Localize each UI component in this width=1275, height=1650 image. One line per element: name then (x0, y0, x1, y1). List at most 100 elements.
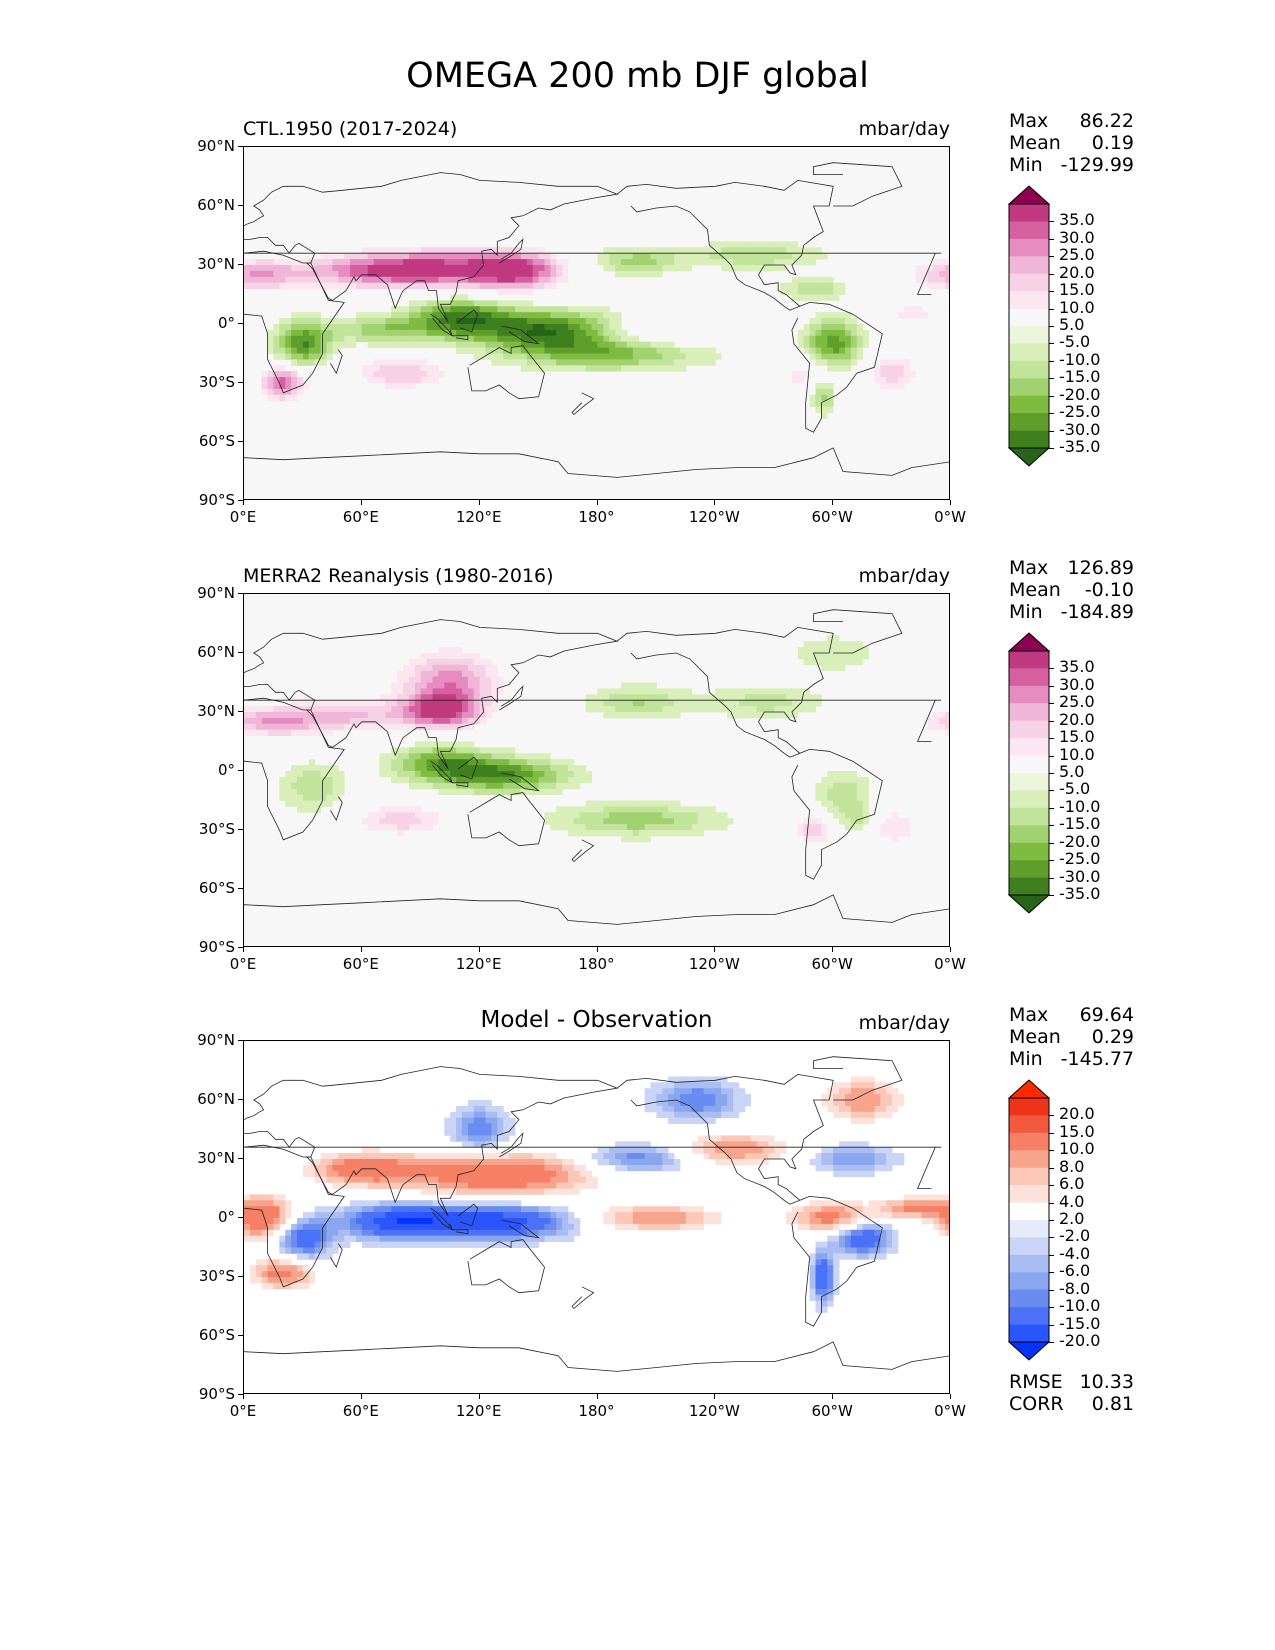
field-cell (738, 1100, 746, 1107)
field-cell (791, 688, 799, 695)
field-cell (244, 276, 251, 284)
field-cell (267, 394, 274, 402)
field-cell (473, 1111, 481, 1119)
field-cell (862, 1117, 869, 1124)
field-cell (809, 1223, 816, 1231)
field-cell (338, 259, 345, 266)
field-cell (391, 812, 398, 819)
field-cell (414, 1229, 422, 1237)
field-cell (367, 1218, 375, 1225)
field-cell (367, 723, 375, 731)
field-cell (662, 694, 669, 701)
field-cell (473, 1218, 481, 1225)
field-cell (391, 771, 398, 778)
field-cell (332, 700, 339, 707)
field-cell (291, 383, 298, 390)
field-cell (244, 1200, 251, 1207)
field-cell (397, 1176, 404, 1183)
field-cell (515, 1235, 522, 1242)
field-cell (550, 318, 557, 325)
field-cell (862, 1147, 869, 1154)
field-cell (833, 1247, 840, 1254)
field-cell (414, 1170, 422, 1178)
field-cell (332, 782, 339, 790)
field-cell (709, 253, 716, 260)
field-cell (668, 347, 675, 354)
field-cell (244, 1194, 251, 1201)
field-cell (338, 700, 345, 707)
field-cell (921, 312, 928, 319)
field-cell (279, 371, 286, 378)
field-cell (497, 788, 504, 795)
stat-row: Mean 0.19 (1009, 132, 1134, 154)
field-cell (450, 1182, 457, 1189)
field-cell (515, 1164, 522, 1172)
field-cell (638, 1212, 646, 1219)
field-cell (297, 1271, 304, 1278)
field-cell (244, 723, 251, 731)
field-cell (844, 335, 852, 343)
field-cell (509, 329, 516, 337)
field-cell (568, 812, 575, 819)
field-cell (497, 282, 504, 289)
lat-tick-label: 90°S (198, 491, 235, 509)
field-cell (467, 706, 475, 713)
field-cell (426, 694, 433, 701)
field-cell (438, 706, 445, 713)
field-cell (285, 270, 292, 278)
field-cell (467, 324, 475, 331)
field-cell (945, 712, 949, 719)
field-cell (809, 1206, 816, 1213)
field-cell (856, 1082, 864, 1089)
field-cell (291, 1229, 298, 1237)
field-cell (615, 1147, 622, 1154)
field-cell (367, 1182, 375, 1189)
field-cell (379, 806, 386, 813)
field-cell (532, 782, 539, 790)
field-cell (444, 306, 451, 313)
field-cell (420, 1223, 428, 1231)
field-cell (361, 259, 369, 266)
field-cell (367, 1164, 375, 1172)
field-cell (839, 329, 846, 337)
field-cell (385, 1212, 392, 1219)
field-cell (644, 1100, 651, 1107)
field-cell (438, 688, 445, 695)
field-cell (350, 270, 357, 278)
field-cell (685, 1111, 693, 1119)
field-cell (456, 776, 463, 784)
field-cell (544, 1212, 551, 1219)
field-cell (503, 300, 510, 307)
field-cell (497, 1117, 504, 1124)
field-cell (550, 265, 557, 272)
field-cell (703, 259, 710, 266)
field-cell (426, 771, 433, 778)
lon-tick-mark (714, 500, 716, 505)
lat-tick-label: 30°S (198, 373, 235, 391)
field-cell (738, 259, 746, 266)
field-cell (856, 1076, 864, 1083)
field-cell (438, 776, 445, 784)
field-cell (403, 1170, 410, 1178)
field-cell (515, 1159, 522, 1166)
field-cell (373, 818, 380, 825)
field-cell (438, 1200, 445, 1207)
field-cell (461, 300, 469, 307)
field-cell (385, 706, 392, 713)
field-cell (467, 341, 475, 348)
lon-tick-label: 60°W (811, 955, 853, 973)
field-cell (721, 1141, 728, 1148)
field-cell (685, 694, 693, 701)
field-cell (379, 276, 386, 284)
field-cell (762, 1135, 769, 1142)
field-cell (432, 1153, 439, 1160)
field-cell (509, 1188, 516, 1195)
field-cell (856, 1100, 864, 1107)
field-cell (473, 700, 481, 707)
field-cell (515, 329, 522, 337)
field-cell (839, 1159, 846, 1166)
field-cell (597, 353, 604, 360)
field-cell (485, 276, 492, 284)
field-cell (874, 1153, 881, 1160)
field-cell (909, 1212, 917, 1219)
